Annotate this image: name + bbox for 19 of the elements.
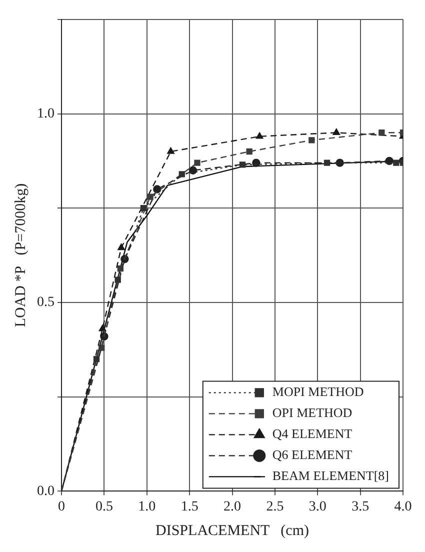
y-tick-label: 1.0: [37, 106, 54, 122]
legend-label: Q6 ELEMENT: [272, 447, 352, 462]
y-tick-label: 0.5: [37, 295, 54, 310]
y-tick-label: 0.0: [37, 484, 54, 499]
y-axis-title: LOAD *P (P=7000kg): [12, 183, 29, 328]
legend-label: BEAM ELEMENT[8]: [272, 468, 390, 484]
x-tick-label: 4.0: [394, 499, 412, 514]
x-tick-label: 1.0: [138, 499, 156, 514]
legend-label: OPI METHOD: [272, 405, 352, 420]
x-tick-label: 3.5: [352, 499, 370, 514]
legend-label: Q4 ELEMENT: [272, 426, 352, 442]
x-tick-label: 2.0: [224, 499, 241, 514]
x-tick-label: 1.5: [180, 499, 198, 514]
x-tick-label: 2.5: [266, 499, 284, 514]
x-axis-title: DISPLACEMENT (cm): [156, 522, 309, 539]
x-tick-label: 0: [58, 499, 65, 514]
x-tick-label: 0.5: [95, 499, 113, 514]
x-tick-label: 3.0: [308, 499, 326, 514]
legend-label: MOPI METHOD: [272, 384, 364, 400]
